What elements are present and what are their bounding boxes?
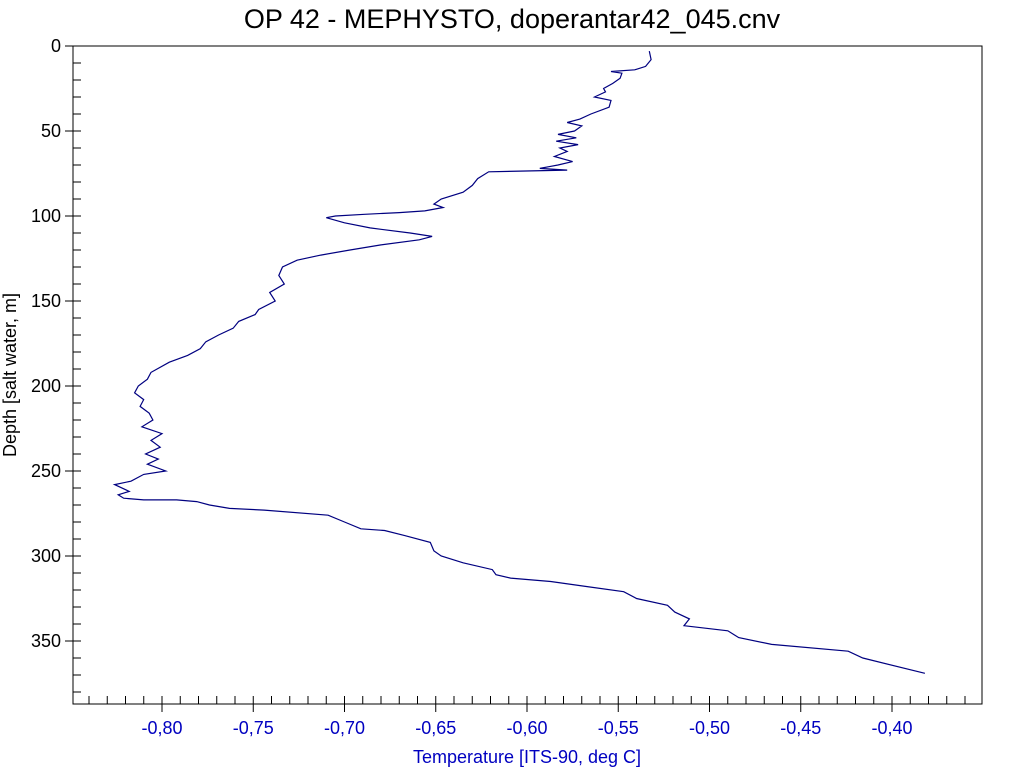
x-tick-label: -0,55 bbox=[598, 718, 639, 738]
y-axis-label: Depth [salt water, m] bbox=[0, 293, 20, 457]
y-tick-label: 250 bbox=[31, 461, 61, 481]
temperature-profile-line bbox=[112, 50, 926, 674]
x-axis-label: Temperature [ITS-90, deg C] bbox=[413, 747, 641, 767]
y-tick-label: 200 bbox=[31, 376, 61, 396]
chart-title: OP 42 - MEPHYSTO, doperantar42_045.cnv bbox=[244, 4, 781, 34]
x-tick-label: -0,60 bbox=[506, 718, 547, 738]
y-tick-label: 50 bbox=[41, 121, 61, 141]
y-tick-label: 150 bbox=[31, 291, 61, 311]
y-tick-label: 100 bbox=[31, 206, 61, 226]
y-tick-label: 350 bbox=[31, 631, 61, 651]
x-tick-label: -0,65 bbox=[415, 718, 456, 738]
y-axis: 0 50 100 150 200 250 300 350 bbox=[31, 36, 81, 693]
x-tick-label: -0,70 bbox=[324, 718, 365, 738]
x-tick-label: -0,80 bbox=[141, 718, 182, 738]
x-tick-label: -0,40 bbox=[871, 718, 912, 738]
x-tick-label: -0,50 bbox=[689, 718, 730, 738]
x-tick-label: -0,75 bbox=[233, 718, 274, 738]
x-tick-label: -0,45 bbox=[780, 718, 821, 738]
y-tick-label: 300 bbox=[31, 546, 61, 566]
y-tick-label: 0 bbox=[51, 36, 61, 56]
x-axis: -0,80 -0,75 -0,70 -0,65 -0,60 -0,55 -0,50 -0,45… bbox=[88, 696, 966, 738]
plot-frame bbox=[72, 45, 983, 705]
